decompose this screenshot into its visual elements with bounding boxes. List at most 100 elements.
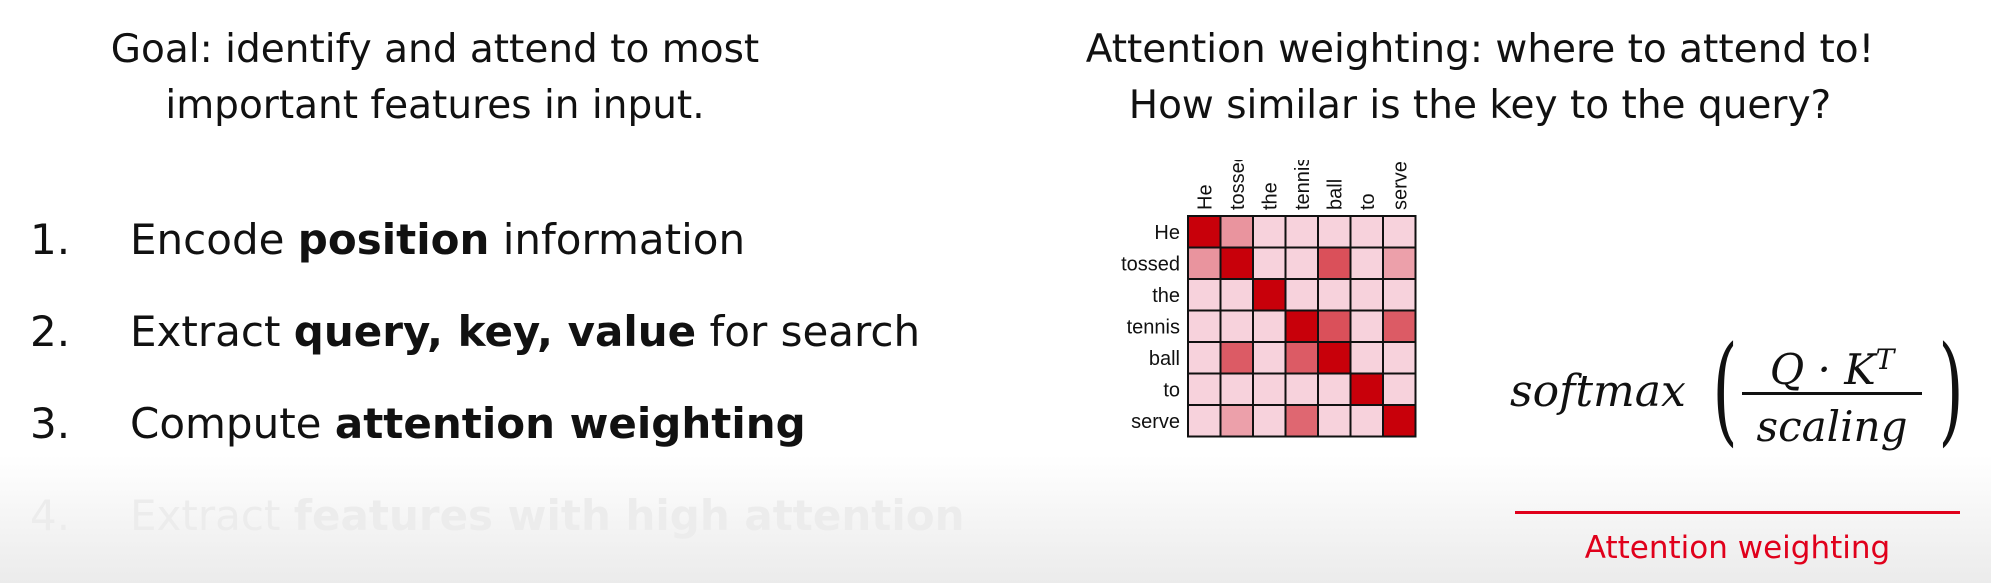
- row-label: serve: [1131, 411, 1180, 433]
- attention-matrix: He tossed the tennis ball to serve He tossed the t…: [1040, 160, 1480, 570]
- matrix-cell: [1349, 309, 1384, 343]
- step-text: Compute attention weighting: [130, 394, 806, 454]
- step-text-pre: Extract: [130, 491, 294, 540]
- matrix-cell: [1219, 404, 1254, 438]
- matrix-cell: [1284, 215, 1319, 249]
- matrix-cell: [1382, 309, 1417, 343]
- row-label: the: [1152, 285, 1180, 307]
- attention-heading-line-1: Attention weighting: where to attend to!: [1085, 27, 1875, 72]
- row-label: tennis: [1127, 316, 1180, 338]
- matrix-cell: [1252, 372, 1287, 406]
- matrix-cell: [1317, 372, 1352, 406]
- step-text-pre: Extract: [130, 307, 294, 356]
- attention-underline: [1515, 511, 1960, 514]
- step-number: 4.: [30, 491, 71, 540]
- matrix-cell: [1187, 215, 1222, 249]
- matrix-cell: [1187, 278, 1222, 312]
- matrix-cell: [1382, 341, 1417, 375]
- step-text: Extract query, key, value for search: [130, 302, 920, 362]
- formula-fraction: Q · KT scaling: [1742, 332, 1922, 455]
- matrix-cell: [1252, 246, 1287, 280]
- matrix-cell: [1382, 404, 1417, 438]
- matrix-cell: [1382, 372, 1417, 406]
- matrix-cell: [1317, 215, 1352, 249]
- matrix-cell: [1349, 404, 1384, 438]
- row-label: to: [1163, 379, 1180, 401]
- column-label: the: [1259, 182, 1281, 210]
- matrix-cell: [1252, 404, 1287, 438]
- matrix-cell: [1349, 246, 1384, 280]
- step-text-post: information: [489, 215, 746, 264]
- matrix-cell: [1219, 341, 1254, 375]
- matrix-cell: [1317, 309, 1352, 343]
- matrix-cell: [1284, 404, 1319, 438]
- matrix-cell: [1187, 404, 1222, 438]
- attention-weighting-label: Attention weighting: [1584, 530, 1891, 566]
- matrix-cell: [1382, 246, 1417, 280]
- row-label: He: [1154, 222, 1180, 244]
- matrix-cell: [1349, 372, 1384, 406]
- column-label: to: [1357, 193, 1379, 210]
- matrix-cell: [1284, 278, 1319, 312]
- right-paren: ): [1938, 320, 1964, 458]
- goal-heading: Goal: identify and attend to most import…: [40, 22, 830, 134]
- matrix-cell: [1317, 278, 1352, 312]
- matrix-cell: [1219, 372, 1254, 406]
- matrix-cell: [1349, 278, 1384, 312]
- formula-numerator: Q · KT: [1742, 332, 1922, 394]
- attention-heading-line-2: How similar is the key to the query?: [1128, 83, 1832, 128]
- matrix-cell: [1317, 404, 1352, 438]
- step-text-post: for search: [696, 307, 921, 356]
- matrix-cell: [1317, 341, 1352, 375]
- formula-transpose: T: [1875, 343, 1895, 376]
- matrix-cell: [1219, 215, 1254, 249]
- step-number: 3.: [30, 399, 71, 448]
- left-paren: (: [1712, 320, 1738, 458]
- column-label: He: [1194, 184, 1216, 210]
- formula-numerator-text: Q · K: [1769, 345, 1876, 394]
- goal-line-2: important features in input.: [165, 83, 705, 128]
- matrix-cell: [1219, 278, 1254, 312]
- column-label: tossed: [1227, 160, 1249, 210]
- step-text-bold: attention weighting: [334, 399, 806, 448]
- softmax-formula: softmax ( Q · KT scaling ): [1510, 320, 1964, 490]
- matrix-cell: [1382, 278, 1417, 312]
- column-label: tennis: [1292, 160, 1314, 210]
- step-number: 1.: [30, 215, 71, 264]
- goal-line-1: Goal: identify and attend to most: [110, 27, 760, 72]
- row-label: tossed: [1121, 253, 1180, 275]
- fraction-bar: [1742, 392, 1922, 395]
- matrix-cell: [1284, 309, 1319, 343]
- step-text-pre: Encode: [130, 215, 298, 264]
- matrix-cell: [1349, 215, 1384, 249]
- column-label: serve: [1389, 161, 1411, 210]
- matrix-cell: [1187, 309, 1222, 343]
- formula-function: softmax: [1510, 366, 1686, 417]
- matrix-cell: [1252, 278, 1287, 312]
- step-text-bold: features with high attention: [293, 491, 965, 540]
- step-text-pre: Compute: [130, 399, 335, 448]
- matrix-cell: [1317, 246, 1352, 280]
- matrix-cell: [1252, 309, 1287, 343]
- matrix-cell: [1349, 341, 1384, 375]
- matrix-cell: [1187, 372, 1222, 406]
- matrix-cell: [1187, 246, 1222, 280]
- attention-heading: Attention weighting: where to attend to!…: [1000, 22, 1960, 134]
- matrix-cell: [1284, 341, 1319, 375]
- formula-denominator: scaling: [1756, 402, 1908, 451]
- matrix-cell: [1219, 246, 1254, 280]
- matrix-cell: [1382, 215, 1417, 249]
- matrix-cell: [1284, 372, 1319, 406]
- step-number: 2.: [30, 307, 71, 356]
- matrix-cell: [1219, 309, 1254, 343]
- matrix-cell: [1187, 341, 1222, 375]
- step-text-bold: query, key, value: [293, 307, 697, 356]
- step-text: Encode position information: [130, 210, 745, 270]
- matrix-cell: [1252, 341, 1287, 375]
- matrix-cell: [1252, 215, 1287, 249]
- column-label: ball: [1324, 179, 1346, 210]
- matrix-cell: [1284, 246, 1319, 280]
- step-text: Extract features with high attention: [130, 486, 964, 546]
